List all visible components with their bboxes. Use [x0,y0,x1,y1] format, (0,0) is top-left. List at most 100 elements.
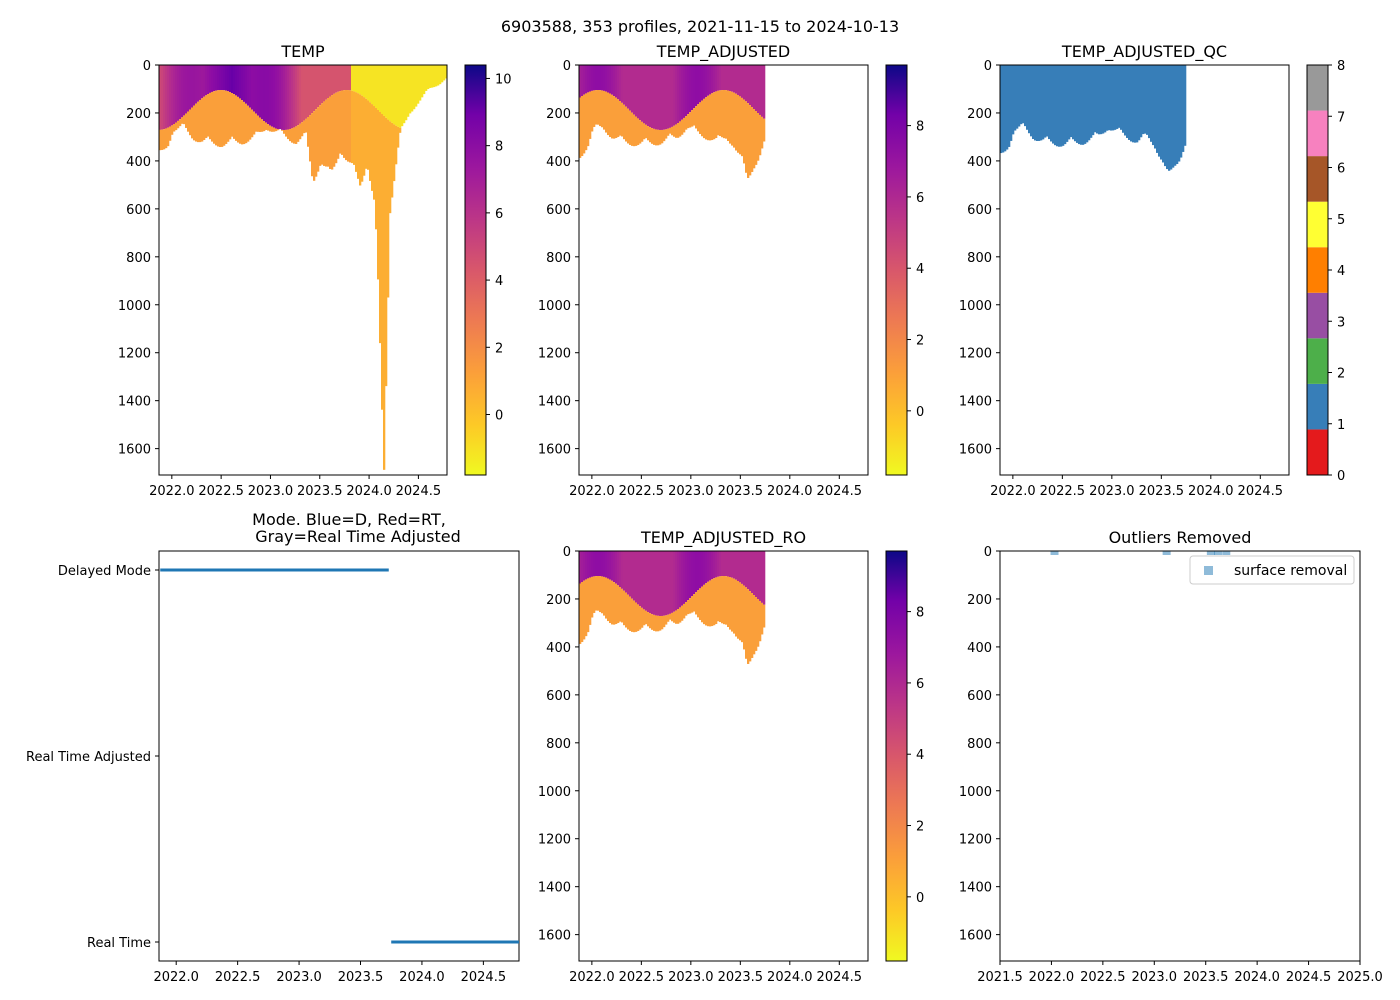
temp_adjusted_ro-profile-column [605,551,608,619]
outliers-xtick-label: 2024.5 [1286,970,1332,985]
temp_adjusted_qc-qc-column [1148,65,1151,139]
temp-profile-column [185,65,188,128]
temp_adjusted-profile-column [733,65,736,148]
temp-ytick-label: 600 [126,203,151,218]
outliers-panel: 2021.5 2022.0 2022.5 2023.0 2023.5 2024.0 2024… [959,528,1383,985]
temp_adjusted_qc-colorbar-label: 6 [1337,162,1345,177]
temp-profile-column [249,65,252,140]
temp_adjusted_qc-qc-column [1184,65,1187,146]
temp-profile-column [421,65,424,98]
temp_adjusted_qc-qc-column [1158,65,1161,157]
temp_adjusted_qc-qc-column [1104,65,1107,133]
temp_adjusted_ro-profile-column [629,551,632,631]
temp_adjusted-profile-column [755,65,758,165]
temp_adjusted_qc-colorbar-segment [1307,156,1328,202]
temp-profile-column [191,65,194,139]
outliers-legend-marker [1204,566,1213,575]
temp-profile-column [219,65,222,148]
temp_adjusted-profile-column [649,65,652,143]
temp-profile-column [403,65,406,124]
temp-profile-column [285,65,288,137]
temp_adjusted_qc-colorbar-label: 0 [1337,469,1345,484]
temp-profile-column [329,65,332,169]
temp_adjusted_ro-profile-column [627,551,630,630]
temp_adjusted-profile-column [641,65,644,142]
temp_adjusted_qc-qc-column [1090,65,1093,138]
temp-axes-frame [158,64,448,476]
temp-profile-column [203,65,206,140]
temp-profile-column [297,65,300,142]
temp_adjusted_ro-profile-column [597,551,600,611]
mode-xtick-label: 2024.0 [399,970,445,985]
mode-panel: Delayed Mode Real Time Adjusted Real Time 2… [26,510,520,985]
temp-profile-column [255,65,258,132]
temp_adjusted_ro-profile-column [685,551,688,616]
temp-profile-column [325,65,328,167]
mode-xtick-label: 2024.5 [461,970,507,985]
temp_adjusted-profile-column [667,65,670,136]
temp-profile-column [427,65,430,90]
temp_adjusted_qc-qc-column [1098,65,1101,135]
outliers-xtick-label: 2023.0 [1132,970,1178,985]
temp_adjusted-profile-column [757,65,760,161]
temp-ytick-label: 1400 [118,395,151,410]
temp_adjusted_qc-qc-column [1156,65,1159,153]
temp-profile-column [365,65,368,169]
temp_adjusted_qc-qc-column [1150,65,1153,142]
temp_adjusted_qc-colorbar-segment [1307,110,1328,157]
temp-profile-column [301,65,304,137]
mode-xtick-label: 2023.0 [276,970,322,985]
temp_adjusted-title: TEMP_ADJUSTED [656,42,790,62]
temp_adjusted-colorbar-label: 8 [916,120,924,135]
temp-profile-column [207,65,210,137]
temp_adjusted-profile-column [617,65,620,137]
temp_adjusted_qc-colorbar-segment [1307,247,1328,293]
temp_adjusted_qc-qc-column [1126,65,1129,138]
temp_adjusted_qc-colorbar-label: 4 [1337,264,1345,279]
temp_adjusted_ro-profile-column [585,551,588,637]
temp_adjusted_qc-qc-column [1054,65,1057,146]
temp_adjusted_ro-profile-column [693,551,696,612]
temp_adjusted_qc-qc-column [1046,65,1049,137]
temp_adjusted_qc-colorbar-segment [1307,201,1328,248]
temp_adjusted_qc-qc-column [1096,65,1099,134]
temp-profile-column [399,65,402,133]
temp_adjusted-profile-column [583,65,586,154]
temp_adjusted-profile-column [643,65,646,140]
temp_adjusted-ytick-label: 1000 [538,299,571,314]
temp-profile-column [211,65,214,142]
temp_adjusted_qc-qc-column [1120,65,1123,130]
temp-colorbar [464,64,487,476]
outliers-legend: surface removal [1189,555,1355,585]
temp_adjusted_ro-profile-column [679,551,682,623]
temp_adjusted_qc-qc-column [1034,65,1037,141]
temp-colorbar-label: 4 [495,274,503,289]
temp_adjusted_ro-profile-column [719,551,722,623]
temp-profile-column [373,65,376,200]
temp_adjusted_qc-qc-column [1178,65,1181,162]
temp-profile-column [169,65,172,141]
temp-profile-column [235,65,238,141]
temp_adjusted_ro-profile-column [649,551,652,629]
temp_adjusted_ro-profile-column [741,551,744,643]
outliers-ytick-label: 800 [967,737,992,752]
temp_adjusted_qc-colorbar-segment [1307,65,1328,111]
temp_adjusted_qc-xtick-label: 2023.5 [1139,484,1185,499]
temp_adjusted-profile-column [691,65,694,127]
temp-profile-column [327,65,330,167]
temp-panel: 2022.0 2022.5 2023.0 2023.5 2024.0 2024.5 0 200… [118,42,512,499]
temp_adjusted_qc-colorbar-segment [1307,338,1328,384]
temp-profile-column [407,65,410,117]
temp-ytick-label: 400 [126,155,151,170]
temp_adjusted_ro-profile-column [617,551,620,623]
temp_adjusted-profile-column [671,65,674,136]
temp-xtick-label: 2022.0 [149,484,195,499]
temp_adjusted_ro-profile-column [731,551,734,632]
temp_adjusted-profile-column [631,65,634,146]
temp_adjusted_ro-profile-column [661,551,664,630]
mode-xtick-label: 2023.5 [338,970,384,985]
temp-profile-column [357,65,360,179]
temp_adjusted_qc-qc-column [1078,65,1081,145]
temp_adjusted_ro-profile-column [637,551,640,631]
temp_adjusted_qc-qc-column [1004,65,1007,152]
